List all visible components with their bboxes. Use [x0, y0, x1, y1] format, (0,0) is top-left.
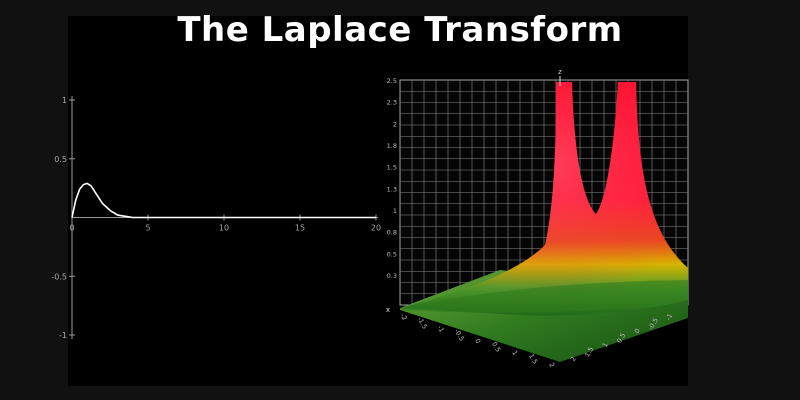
x-tick-label: 5	[145, 224, 150, 233]
x-tick-label: 0	[69, 224, 74, 233]
z-tick-label: 0.3	[387, 272, 397, 280]
x-tick-label: 2	[547, 361, 556, 369]
x-tick-label: 1	[510, 349, 519, 357]
z-tick-label: 1.5	[387, 164, 397, 172]
z-tick-label: 0.8	[387, 229, 397, 237]
z-tick-label: 1.8	[387, 142, 397, 150]
surface-mesh	[400, 82, 688, 362]
y-tick-label: -0.5	[51, 272, 67, 281]
x-axis-label: x	[386, 306, 390, 314]
y-tick-label: 2	[569, 355, 578, 363]
x-tick-label: 10	[219, 224, 229, 233]
z-tick-label: 0.5	[387, 250, 397, 258]
y-tick-label: 1	[601, 341, 610, 349]
surface-low-band	[400, 280, 688, 313]
z-tick-label: 2.5	[387, 77, 397, 85]
z-axis-label: z	[558, 68, 562, 76]
z-tick-label: 1	[393, 207, 397, 215]
time-series-line	[71, 182, 376, 219]
y-tick-label: 0.5	[54, 155, 67, 164]
z-tick-label: 1.3	[387, 185, 397, 193]
z-tick-label: 2.3	[387, 99, 397, 107]
x-tick-label: -1	[436, 324, 446, 334]
y-tick-label: 1	[62, 96, 67, 105]
y-tick-label: -1	[59, 331, 67, 340]
page-title: The Laplace Transform	[177, 10, 623, 50]
x-tick-label: -2	[399, 312, 409, 322]
x-tick-label: 15	[295, 224, 305, 233]
y-tick-label: -1	[664, 312, 674, 322]
y-tick-label: 0	[633, 327, 642, 335]
z-tick-label: 2	[393, 120, 397, 128]
x-tick-label: 0	[473, 337, 482, 345]
surface-tick-labels: 2.52.321.81.51.310.80.50.3zx-2 -1.5 -1 -0.5…	[386, 68, 674, 369]
x-tick-label: 20	[371, 224, 381, 233]
surface-highlight	[400, 82, 688, 316]
time-plot-series	[71, 182, 376, 219]
